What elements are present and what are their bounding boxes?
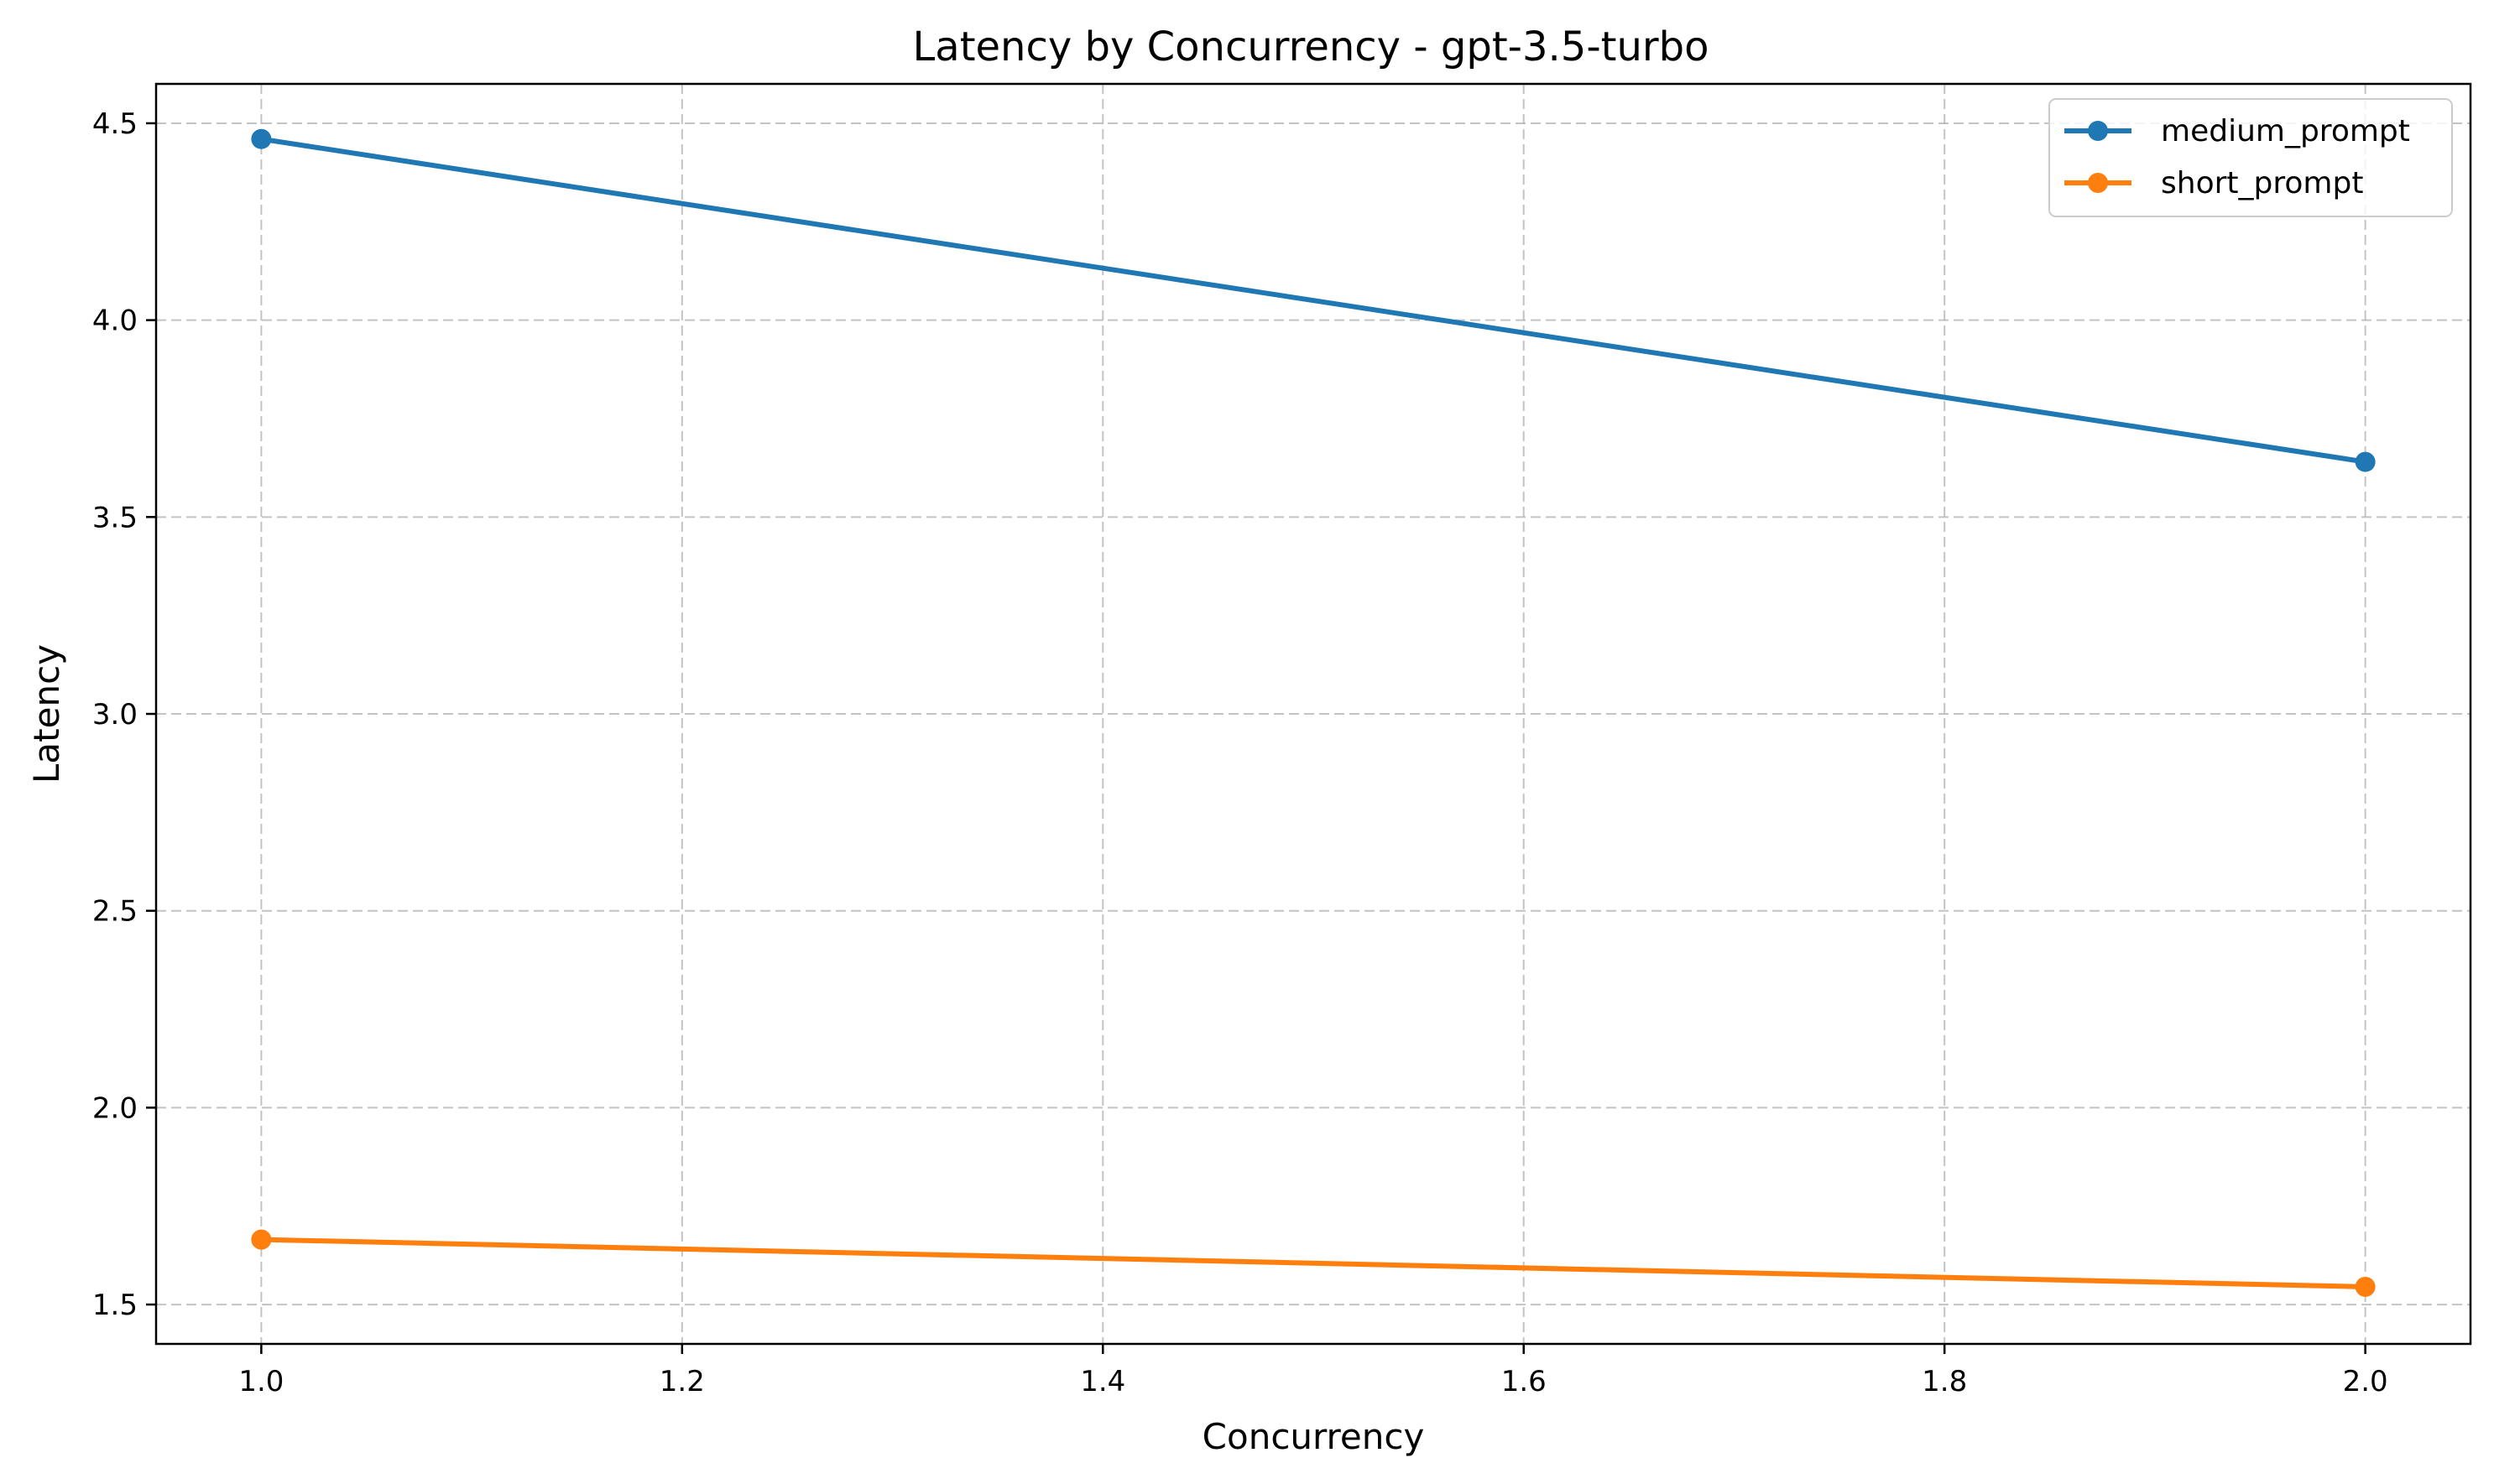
y-tick-label: 4.0 [92,305,138,338]
x-tick-label: 1.4 [1080,1365,1125,1398]
legend-label: short_prompt [2161,166,2363,200]
y-tick-label: 2.5 [92,895,138,929]
grid-lines [156,84,2471,1344]
legend-item-short_prompt: short_prompt [2064,166,2363,200]
legend-marker [2088,173,2108,193]
chart-title: Latency by Concurrency - gpt-3.5-turbo [913,23,1709,70]
data-point [2355,1276,2376,1297]
x-axis-ticks: 1.0 1.2 1.4 1.6 1.8 2.0 [238,1344,2388,1398]
legend-label: medium_prompt [2161,114,2410,148]
x-tick-label: 1.2 [660,1365,705,1398]
legend-frame [2048,98,2453,217]
legend: medium_prompt short_prompt [2048,98,2453,217]
series-medium_prompt [251,128,2376,472]
y-tick-label: 3.5 [92,501,138,534]
data-point [2355,451,2376,472]
y-axis-label: Latency [26,644,67,784]
legend-item-medium_prompt: medium_prompt [2064,114,2410,148]
x-tick-label: 1.8 [1922,1365,1967,1398]
series-layer [251,128,2376,1297]
y-tick-label: 4.5 [92,107,138,141]
x-tick-label: 1.0 [238,1365,284,1398]
x-axis-label: Concurrency [1203,1416,1425,1457]
series-line [261,1237,2366,1289]
data-point [251,128,272,149]
x-tick-label: 2.0 [2343,1365,2388,1398]
y-tick-label: 3.0 [92,698,138,732]
data-point [251,1229,272,1250]
y-axis-ticks: 1.5 2.0 2.5 3.0 3.5 4.0 4.5 [92,107,156,1322]
y-tick-label: 2.0 [92,1091,138,1125]
legend-marker [2088,121,2108,141]
series-line [260,136,2366,465]
y-tick-label: 1.5 [92,1289,138,1322]
x-tick-label: 1.6 [1501,1365,1547,1398]
series-short_prompt [251,1229,2376,1297]
